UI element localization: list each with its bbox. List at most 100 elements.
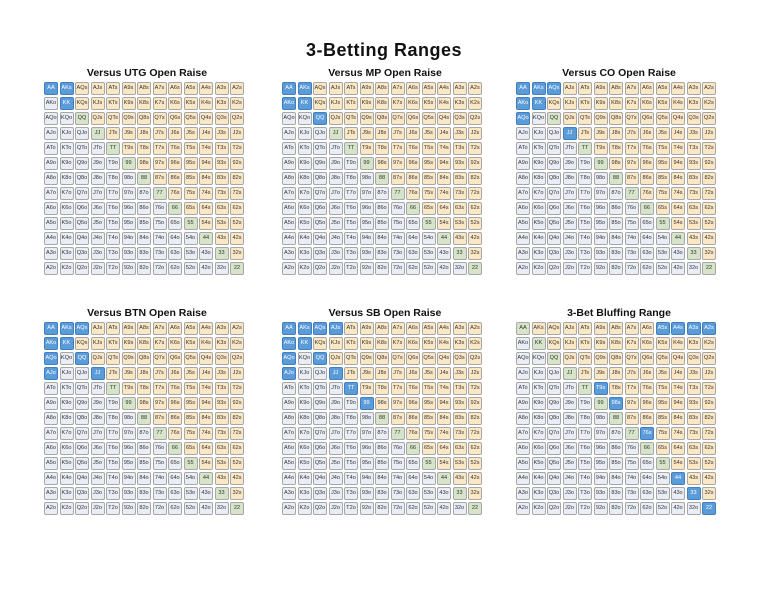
hand-cell-kqs: KQs [547,337,561,350]
hand-cell-k8s: K8s [375,97,389,110]
hand-cell-84s: 84s [199,172,213,185]
hand-cell-62s: 62s [230,442,244,455]
hand-cell-32o: 32o [214,262,229,275]
hand-cell-j2o: J2o [328,502,343,515]
hand-cell-t5o: T5o [578,457,592,470]
hand-cell-a7s: A7s [152,322,167,335]
hand-cell-87s: 87s [390,412,405,425]
hand-cell-t7o: T7o [344,187,358,200]
hand-cell-88: 88 [609,172,623,185]
hand-cell-j7s: J7s [624,367,639,380]
hand-cell-44: 44 [199,232,213,245]
hand-cell-q8s: Q8s [137,352,151,365]
hand-cell-a9s: A9s [359,82,374,95]
hand-cell-82s: 82s [230,412,244,425]
hand-cell-a4s: A4s [437,322,451,335]
hand-cell-52s: 52s [468,457,482,470]
hand-cell-qjs: QJs [90,112,105,125]
hand-cell-q8s: Q8s [375,112,389,125]
hand-cell-j9s: J9s [359,127,374,140]
hand-cell-q9s: Q9s [593,352,608,365]
hand-cell-qjs: QJs [562,352,577,365]
hand-cell-a6o: A6o [282,202,296,215]
hand-cell-85s: 85s [655,172,670,185]
hand-cell-kqo: KQo [297,352,312,365]
hand-cell-j8s: J8s [609,127,623,140]
range-panel-co: Versus CO Open Raise AA AKs AQs AJs ATs A9s A8… [516,67,722,275]
hand-cell-q4o: Q4o [313,472,327,485]
hand-cell-q2s: Q2s [230,352,244,365]
hand-cell-q4o: Q4o [75,232,89,245]
hand-cell-j8o: J8o [562,172,577,185]
hand-cell-q7s: Q7s [152,352,167,365]
hand-cell-j2o: J2o [328,262,343,275]
hand-cell-95s: 95s [655,397,670,410]
hand-cell-85o: 85o [609,217,623,230]
hand-cell-a9s: A9s [121,82,136,95]
hand-cell-97s: 97s [152,397,167,410]
hand-cell-t5s: T5s [655,142,670,155]
hand-cell-j9o: J9o [90,397,105,410]
hand-cell-j5o: J5o [562,457,577,470]
hand-cell-q4s: Q4s [671,352,685,365]
hand-cell-j6s: J6s [406,367,420,380]
hand-cell-65o: 65o [406,457,420,470]
hand-cell-kk: KK [59,97,74,110]
hand-cell-kto: KTo [59,382,74,395]
hand-cell-97o: 97o [359,427,374,440]
hand-cell-jts: JTs [344,127,358,140]
hand-cell-63s: 63s [452,202,467,215]
hand-cell-43o: 43o [671,247,685,260]
hand-cell-q5o: Q5o [313,217,327,230]
hand-cell-t4s: T4s [437,142,451,155]
hand-cell-t3s: T3s [686,382,701,395]
hand-cell-q8o: Q8o [313,412,327,425]
hand-cell-99: 99 [593,397,608,410]
hand-cell-ats: ATs [578,82,592,95]
hand-cell-t9o: T9o [344,157,358,170]
hand-cell-a3s: A3s [452,322,467,335]
hand-cell-j7s: J7s [390,367,405,380]
hand-cell-q9s: Q9s [359,112,374,125]
hand-cell-j8s: J8s [375,367,389,380]
hand-cell-q6o: Q6o [547,442,561,455]
hand-cell-j3o: J3o [562,247,577,260]
hand-cell-65s: 65s [183,442,198,455]
hand-cell-83o: 83o [609,247,623,260]
hand-cell-j9s: J9s [359,367,374,380]
hand-cell-74o: 74o [624,232,639,245]
hand-cell-a3o: A3o [282,487,296,500]
hand-cell-q6s: Q6s [168,112,182,125]
hand-cell-86o: 86o [137,442,151,455]
hand-cell-qjo: QJo [75,367,89,380]
hand-cell-a8o: A8o [516,172,530,185]
hand-cell-64s: 64s [437,202,451,215]
hand-cell-j5s: J5s [421,367,436,380]
hand-cell-97o: 97o [121,427,136,440]
hand-cell-j5s: J5s [655,367,670,380]
hand-cell-t4o: T4o [106,472,120,485]
hand-cell-k9s: K9s [121,337,136,350]
hand-cell-a5s: A5s [655,322,670,335]
hand-cell-94o: 94o [121,232,136,245]
hand-cell-j3s: J3s [686,367,701,380]
hand-cell-52o: 52o [183,502,198,515]
hand-cell-k9s: K9s [359,337,374,350]
hand-cell-q9o: Q9o [547,397,561,410]
hand-cell-tt: TT [344,142,358,155]
hand-cell-tt: TT [578,382,592,395]
hand-cell-q6o: Q6o [75,202,89,215]
hand-cell-84o: 84o [137,472,151,485]
panel-title: Versus CO Open Raise [562,67,676,79]
hand-grid: AA AKs AQs AJs ATs A9s A8s A7s A6s A5s A4s A3s A2s AK… [44,82,250,275]
hand-cell-92s: 92s [468,157,482,170]
hand-grid: AA AKs AQs AJs ATs A9s A8s A7s A6s A5s A4s A3s A2s AK… [516,82,722,275]
hand-cell-97s: 97s [390,157,405,170]
hand-cell-tt: TT [578,142,592,155]
hand-cell-43o: 43o [199,247,213,260]
hand-cell-22: 22 [702,262,716,275]
hand-cell-74o: 74o [152,232,167,245]
hand-cell-97o: 97o [593,427,608,440]
hand-cell-a7s: A7s [390,82,405,95]
hand-cell-42s: 42s [468,232,482,245]
